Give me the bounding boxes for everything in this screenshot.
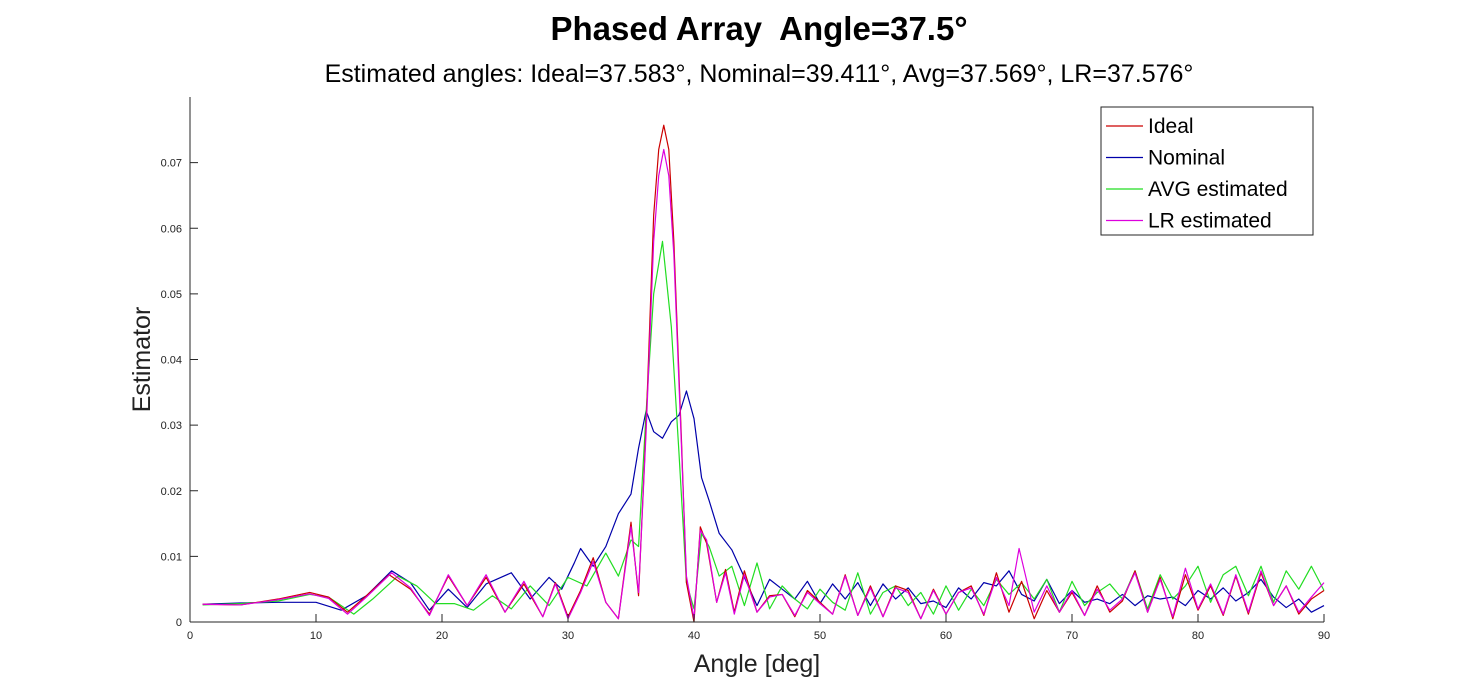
legend-entry-label: LR estimated xyxy=(1148,210,1272,233)
x-tick-label: 50 xyxy=(814,630,826,642)
y-tick-label: 0.03 xyxy=(161,420,182,432)
legend-entry-label: Ideal xyxy=(1148,115,1194,138)
x-tick-label: 40 xyxy=(688,630,700,642)
y-tick-label: 0.05 xyxy=(161,289,182,301)
y-tick-label: 0.06 xyxy=(161,223,182,235)
series-layer xyxy=(202,124,1325,623)
x-tick-label: 90 xyxy=(1318,630,1330,642)
x-tick-label: 30 xyxy=(562,630,574,642)
x-tick-label: 80 xyxy=(1192,630,1204,642)
series-line-avg-estimated xyxy=(202,240,1325,615)
y-tick-label: 0 xyxy=(176,617,182,629)
series-line-lr-estimated xyxy=(202,148,1325,620)
x-axis-label: Angle [deg] xyxy=(694,650,821,678)
x-tick-label: 0 xyxy=(187,630,193,642)
legend-box xyxy=(1100,106,1314,236)
legend: Ideal Nominal AVG estimated LR estimated xyxy=(1100,106,1314,236)
legend-entry-label: Nominal xyxy=(1148,147,1225,170)
y-axis-label: Estimator xyxy=(128,307,156,413)
x-tick-label: 20 xyxy=(436,630,448,642)
x-axis: 0 10 20 30 40 50 60 70 80 90 xyxy=(187,614,1330,642)
x-tick-label: 70 xyxy=(1066,630,1078,642)
y-tick-label: 0.07 xyxy=(161,158,182,170)
x-tick-label: 10 xyxy=(310,630,322,642)
y-tick-label: 0.01 xyxy=(161,551,182,563)
y-axis: 0 0.01 0.02 0.03 0.04 0.05 0.06 0.07 xyxy=(161,158,198,629)
y-tick-label: 0.02 xyxy=(161,486,182,498)
series-line-nominal xyxy=(202,390,1325,613)
chart-subtitle: Estimated angles: Ideal=37.583°, Nominal… xyxy=(324,60,1194,88)
chart-title: Phased Array Angle=37.5° xyxy=(550,10,968,47)
y-tick-label: 0.04 xyxy=(161,355,182,367)
legend-entry-label: AVG estimated xyxy=(1148,178,1288,201)
x-tick-label: 60 xyxy=(940,630,952,642)
